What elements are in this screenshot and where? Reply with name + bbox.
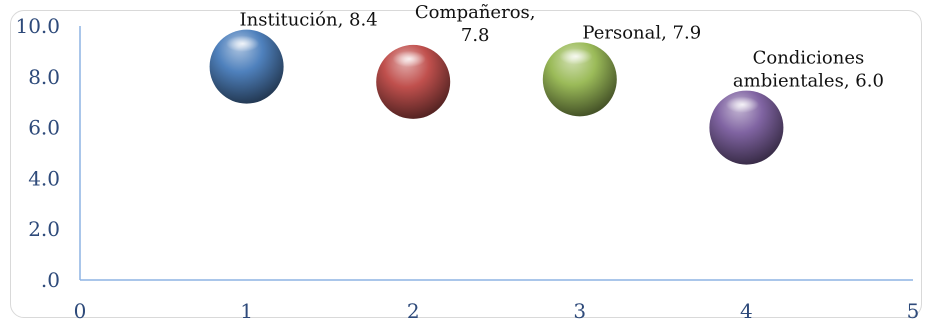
data-labels: Institución, 8.4 Compañeros, 7.8 Personal, … xyxy=(240,2,884,92)
data-label: Personal, 7.9 xyxy=(582,22,701,43)
data-label-line: Condiciones xyxy=(753,48,865,69)
y-tick-label: 6.0 xyxy=(28,116,60,140)
x-tick-label: 4 xyxy=(740,299,753,322)
y-axis-ticks: .0 2.0 4.0 6.0 8.0 10.0 xyxy=(15,14,60,292)
bubble-point xyxy=(542,42,617,117)
bubble-highlight xyxy=(725,96,760,113)
y-tick-label: 10.0 xyxy=(15,14,60,38)
x-tick-label: 2 xyxy=(407,299,420,322)
data-label-line: Compañeros, xyxy=(415,2,536,23)
bubble-highlight xyxy=(225,35,260,52)
y-tick-label: .0 xyxy=(41,268,60,292)
y-tick-label: 8.0 xyxy=(28,65,60,89)
bubble-point xyxy=(709,90,784,165)
y-tick-label: 2.0 xyxy=(28,217,60,241)
bubble-highlight xyxy=(392,50,426,68)
bubbles xyxy=(209,29,784,165)
x-tick-label: 1 xyxy=(240,299,253,322)
data-label: Compañeros, 7.8 xyxy=(415,2,536,46)
bubble-point xyxy=(209,29,284,104)
data-label: Institución, 8.4 xyxy=(240,10,378,31)
bubble-highlight xyxy=(559,48,593,65)
data-label: Condiciones ambientales, 6.0 xyxy=(733,48,884,92)
data-label-line: Institución, 8.4 xyxy=(240,10,378,31)
x-axis-ticks: 0 1 2 3 4 5 xyxy=(74,299,920,322)
data-label-line: Personal, 7.9 xyxy=(582,22,701,43)
chart-frame xyxy=(10,10,922,318)
x-tick-label: 5 xyxy=(907,299,920,322)
y-tick-label: 4.0 xyxy=(28,166,60,190)
axes xyxy=(79,26,913,281)
x-tick-label: 0 xyxy=(74,299,87,322)
x-tick-label: 3 xyxy=(573,299,586,322)
data-label-line: 7.8 xyxy=(461,25,490,46)
data-label-line: ambientales, 6.0 xyxy=(733,71,884,92)
bubble-point xyxy=(376,44,451,119)
